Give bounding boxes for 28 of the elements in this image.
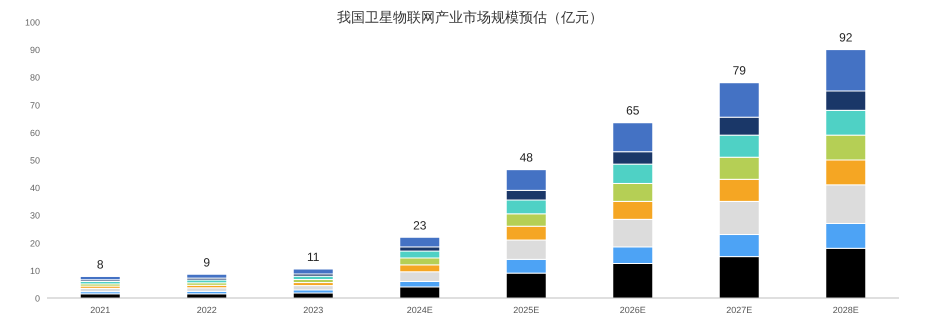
- x-tick-label: 2024E: [406, 305, 433, 315]
- y-tick-label: 40: [30, 183, 40, 194]
- x-tick-label: 2023: [303, 305, 324, 315]
- y-tick-label: 50: [30, 156, 40, 166]
- total-label: 92: [839, 30, 853, 45]
- total-label: 8: [96, 257, 104, 272]
- total-label: 48: [520, 150, 534, 165]
- y-tick-label: 60: [30, 128, 40, 138]
- y-tick-label: 80: [30, 72, 40, 83]
- y-tick-label: 90: [30, 45, 40, 56]
- y-tick-label: 10: [30, 266, 40, 276]
- x-tick-label: 2026E: [620, 305, 646, 315]
- x-tick-label: 2025E: [513, 305, 540, 315]
- x-tick-label: 2022: [196, 305, 217, 315]
- y-tick-label: 30: [30, 210, 40, 221]
- total-label: 11: [307, 250, 320, 264]
- total-label: 79: [732, 64, 746, 78]
- x-tick-label: 2021: [90, 305, 110, 315]
- y-tick-label: 100: [24, 18, 40, 28]
- y-tick-label: 70: [30, 100, 40, 110]
- y-tick-label: 0: [34, 294, 40, 304]
- x-tick-label: 2028E: [832, 305, 859, 315]
- total-label: 65: [626, 104, 640, 118]
- total-label: 9: [203, 255, 210, 270]
- total-label: 23: [413, 218, 427, 232]
- chart-title: 我国卫星物联网产业市场规模预估（亿元）: [337, 9, 603, 25]
- y-tick-label: 20: [30, 238, 40, 248]
- x-tick-label: 2027E: [726, 305, 752, 315]
